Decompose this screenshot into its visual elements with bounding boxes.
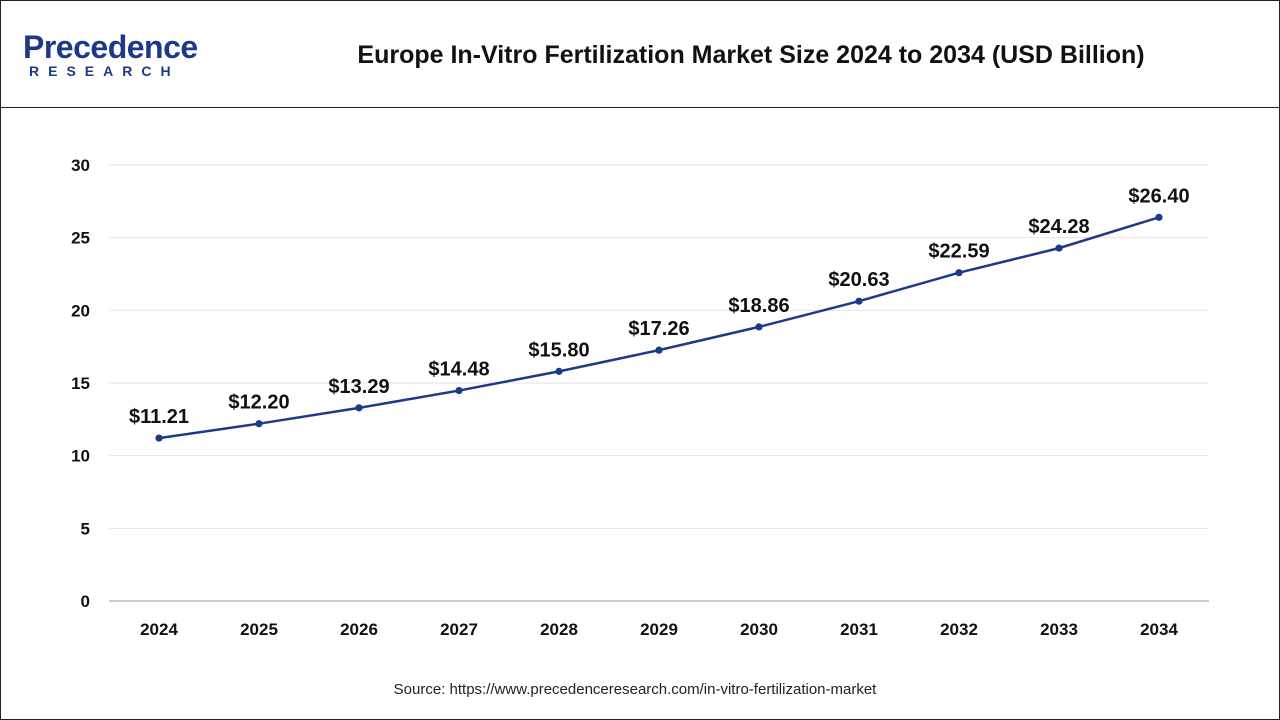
data-label: $17.26 xyxy=(628,318,689,340)
y-tick-label: 0 xyxy=(81,592,90,611)
x-tick-label: 2032 xyxy=(940,620,978,639)
y-tick-label: 30 xyxy=(71,156,90,175)
logo-wordmark: Precedence xyxy=(23,29,198,65)
x-tick-label: 2030 xyxy=(740,620,778,639)
data-label: $22.59 xyxy=(928,241,989,263)
x-tick-label: 2024 xyxy=(140,620,178,639)
data-label: $18.86 xyxy=(728,295,789,317)
data-label: $14.48 xyxy=(428,359,489,381)
header-bar: Precedence RESEARCH Europe In-Vitro Fert… xyxy=(1,1,1279,108)
x-tick-label: 2033 xyxy=(1040,620,1078,639)
logo-subtitle: RESEARCH xyxy=(29,63,180,79)
data-point xyxy=(1055,244,1063,252)
precedence-research-logo: Precedence RESEARCH xyxy=(23,29,223,85)
source-note: Source: https://www.precedenceresearch.c… xyxy=(393,681,877,698)
y-tick-label: 20 xyxy=(71,301,90,320)
data-label: $13.29 xyxy=(328,376,389,398)
data-point xyxy=(255,420,263,428)
data-point xyxy=(855,297,863,305)
x-tick-label: 2026 xyxy=(340,620,378,639)
data-label: $12.20 xyxy=(228,392,289,414)
y-tick-label: 10 xyxy=(71,447,90,466)
data-label: $24.28 xyxy=(1028,216,1089,238)
data-point xyxy=(555,367,563,375)
data-point xyxy=(155,434,163,442)
data-label: $11.21 xyxy=(129,406,189,428)
data-point xyxy=(1155,213,1163,221)
chart-title: Europe In-Vitro Fertilization Market Siz… xyxy=(357,41,1145,69)
data-point xyxy=(455,386,463,395)
x-tick-label: 2034 xyxy=(1140,620,1178,639)
data-label: $15.80 xyxy=(528,339,589,361)
x-tick-label: 2025 xyxy=(240,620,278,639)
x-tick-label: 2027 xyxy=(440,620,478,639)
y-tick-label: 5 xyxy=(81,519,90,538)
y-tick-label: 25 xyxy=(71,229,90,248)
data-point xyxy=(355,404,363,412)
x-tick-label: 2028 xyxy=(540,620,578,639)
x-tick-label: 2029 xyxy=(640,620,678,639)
data-point xyxy=(955,269,963,277)
data-label: $20.63 xyxy=(828,269,889,291)
y-tick-label: 15 xyxy=(71,374,90,393)
x-tick-label: 2031 xyxy=(840,620,878,639)
data-point xyxy=(655,346,663,354)
data-label: $26.40 xyxy=(1128,185,1189,207)
data-point xyxy=(755,323,763,331)
